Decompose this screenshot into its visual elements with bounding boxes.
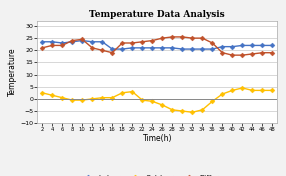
Indoor — [170, 47, 174, 49]
Outdoor — [121, 92, 124, 94]
Difference — [200, 37, 204, 39]
X-axis label: Time(h): Time(h) — [142, 134, 172, 143]
Line: Indoor: Indoor — [40, 39, 274, 51]
Indoor — [221, 46, 224, 48]
Difference — [81, 38, 84, 40]
Difference — [210, 42, 214, 44]
Difference — [41, 47, 44, 49]
Difference — [151, 39, 154, 42]
Outdoor — [110, 97, 114, 99]
Outdoor — [190, 111, 194, 113]
Difference — [190, 37, 194, 39]
Outdoor — [141, 99, 144, 101]
Difference — [231, 54, 234, 56]
Outdoor — [151, 100, 154, 102]
Outdoor — [81, 99, 84, 101]
Indoor — [130, 47, 134, 49]
Difference — [181, 36, 184, 38]
Outdoor — [41, 92, 44, 94]
Indoor — [190, 48, 194, 50]
Difference — [251, 53, 254, 55]
Indoor — [61, 42, 64, 44]
Indoor — [50, 41, 54, 43]
Y-axis label: Temperature: Temperature — [8, 48, 17, 96]
Outdoor — [200, 109, 204, 111]
Indoor — [210, 48, 214, 50]
Difference — [121, 42, 124, 44]
Indoor — [261, 44, 264, 46]
Difference — [271, 52, 274, 54]
Indoor — [70, 41, 74, 43]
Difference — [50, 44, 54, 46]
Difference — [130, 42, 134, 44]
Outdoor — [210, 100, 214, 102]
Difference — [221, 52, 224, 54]
Difference — [141, 41, 144, 43]
Outdoor — [70, 99, 74, 101]
Indoor — [121, 48, 124, 50]
Indoor — [110, 48, 114, 50]
Indoor — [271, 44, 274, 46]
Difference — [70, 39, 74, 42]
Outdoor — [181, 110, 184, 112]
Indoor — [151, 47, 154, 49]
Indoor — [241, 44, 244, 46]
Difference — [261, 52, 264, 54]
Indoor — [200, 48, 204, 50]
Difference — [61, 44, 64, 46]
Outdoor — [231, 89, 234, 92]
Outdoor — [241, 87, 244, 89]
Title: Temperature Data Analysis: Temperature Data Analysis — [90, 10, 225, 19]
Indoor — [81, 39, 84, 42]
Difference — [161, 37, 164, 39]
Outdoor — [130, 90, 134, 93]
Difference — [90, 47, 94, 49]
Indoor — [161, 47, 164, 49]
Legend: Indoor, Outdoor, Difference: Indoor, Outdoor, Difference — [79, 175, 235, 176]
Indoor — [231, 46, 234, 48]
Difference — [241, 54, 244, 56]
Difference — [101, 49, 104, 51]
Outdoor — [101, 97, 104, 99]
Line: Difference: Difference — [40, 35, 274, 57]
Indoor — [251, 44, 254, 46]
Difference — [110, 52, 114, 54]
Outdoor — [221, 93, 224, 95]
Outdoor — [50, 94, 54, 96]
Indoor — [141, 47, 144, 49]
Outdoor — [161, 104, 164, 106]
Outdoor — [90, 98, 94, 100]
Line: Outdoor: Outdoor — [40, 86, 274, 114]
Outdoor — [251, 89, 254, 92]
Difference — [170, 36, 174, 38]
Indoor — [90, 41, 94, 43]
Indoor — [181, 48, 184, 50]
Outdoor — [170, 109, 174, 111]
Outdoor — [271, 89, 274, 92]
Indoor — [101, 41, 104, 43]
Outdoor — [61, 97, 64, 99]
Indoor — [41, 41, 44, 43]
Outdoor — [261, 89, 264, 92]
